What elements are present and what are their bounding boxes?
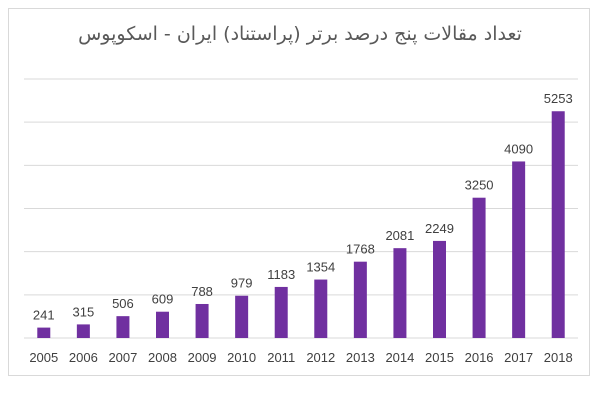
x-tick-2011: 2011 [267, 350, 295, 365]
x-tick-2017: 2017 [504, 350, 533, 365]
bar-2007 [116, 316, 130, 338]
x-tick-2016: 2016 [465, 350, 494, 365]
bar-2005 [37, 327, 51, 338]
value-label-2014: 2081 [385, 228, 414, 243]
x-tick-2008: 2008 [148, 350, 177, 365]
bar-2008 [156, 311, 169, 338]
x-tick-2012: 2012 [306, 350, 335, 365]
x-tick-2014: 2014 [385, 350, 414, 365]
x-tick-2018: 2018 [544, 350, 573, 365]
x-tick-2010: 2010 [227, 350, 256, 365]
x-tick-2013: 2013 [346, 350, 375, 365]
bars [37, 111, 565, 338]
bar-2012 [314, 279, 328, 338]
chart-frame [8, 8, 590, 376]
value-label-2011: 1183 [267, 267, 295, 282]
bar-2006 [76, 324, 90, 338]
bar-2018 [551, 111, 565, 338]
value-label-2016: 3250 [465, 178, 494, 193]
value-label-2018: 5253 [544, 91, 573, 106]
x-tick-2007: 2007 [108, 350, 137, 365]
value-labels: 241 315 506 609 788 979 1183 1354 1768 2081 2249 32… [33, 91, 573, 322]
x-tick-2009: 2009 [188, 350, 217, 365]
value-label-2006: 315 [73, 304, 95, 319]
value-label-2013: 1768 [346, 242, 375, 257]
bar-2015 [433, 240, 446, 338]
value-label-2008: 609 [152, 292, 174, 307]
x-tick-2015: 2015 [425, 350, 454, 365]
x-tick-2005: 2005 [29, 350, 58, 365]
bar-2009 [195, 303, 209, 338]
bar-2010 [235, 295, 249, 338]
chart-title: تعداد مقالات پنج درصد برتر (پراستناد) ای… [78, 23, 522, 45]
value-label-2007: 506 [112, 296, 134, 311]
x-tick-2006: 2006 [69, 350, 98, 365]
gridlines [24, 78, 578, 339]
value-label-2009: 788 [191, 284, 213, 299]
bar-2013 [353, 261, 367, 338]
value-label-2017: 4090 [504, 141, 533, 156]
bar-2017 [512, 161, 526, 338]
bar-2014 [393, 248, 407, 338]
x-axis-ticks: 2005 2006 2007 2008 2009 2010 2011 2012 2013 2014… [29, 350, 572, 365]
value-label-2010: 979 [231, 276, 253, 291]
bar-2011 [274, 286, 288, 338]
value-label-2005: 241 [33, 308, 55, 323]
bar-2016 [472, 197, 486, 338]
value-label-2012: 1354 [306, 260, 335, 275]
value-label-2015: 2249 [425, 221, 454, 236]
